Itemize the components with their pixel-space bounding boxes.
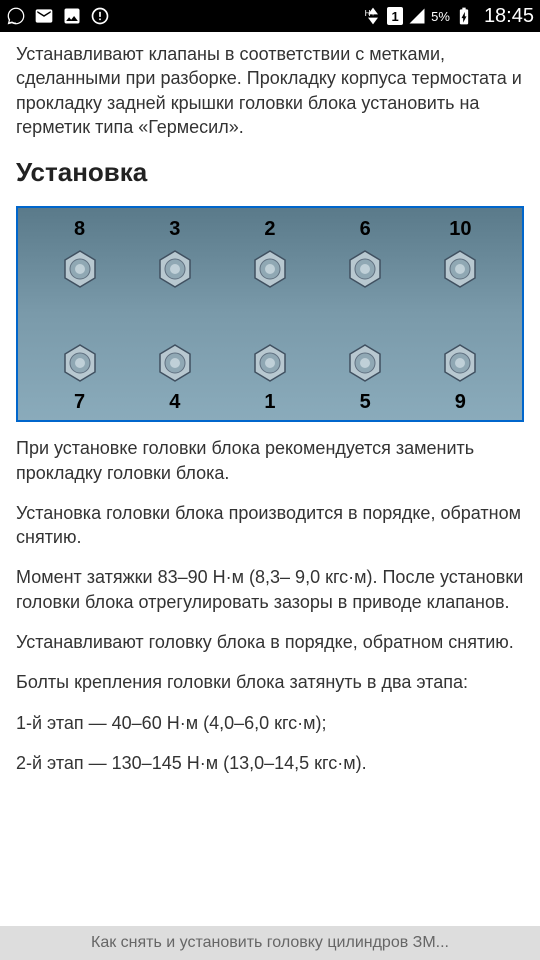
bolt-5: 5: [330, 343, 400, 416]
bolt-hex-icon: [60, 249, 100, 289]
battery-percent: 5%: [431, 9, 450, 24]
status-bar: H+ 1 5% 18:45: [0, 0, 540, 32]
mail-icon: [34, 6, 54, 26]
image-icon: [62, 6, 82, 26]
sync-icon: [90, 6, 110, 26]
bolt-row-top: 8 3 2 6 10: [22, 216, 518, 289]
bolt-hex-icon: [250, 249, 290, 289]
bolt-label: 10: [449, 216, 471, 243]
bolt-2: 2: [235, 216, 305, 289]
sim-number: 1: [392, 9, 399, 24]
bolt-hex-icon: [345, 249, 385, 289]
bolt-diagram: 8 3 2 6 10 7 4 1 5 9: [16, 206, 524, 422]
bolt-hex-icon: [60, 343, 100, 383]
status-left-icons: [6, 6, 110, 26]
paragraph: 2-й этап — 130–145 Н·м (13,0–14,5 кгс·м)…: [16, 751, 524, 775]
bolt-label: 6: [360, 216, 371, 243]
sim-icon: 1: [387, 7, 403, 25]
bolt-label: 1: [264, 389, 275, 416]
bolt-6: 6: [330, 216, 400, 289]
bolt-label: 4: [169, 389, 180, 416]
bolt-row-bottom: 7 4 1 5 9: [22, 343, 518, 416]
footer-title-text: Как снять и установить головку цилиндров…: [91, 934, 449, 952]
whatsapp-icon: [6, 6, 26, 26]
clock-time: 18:45: [484, 5, 534, 28]
bolt-7: 7: [45, 343, 115, 416]
bolt-hex-icon: [155, 249, 195, 289]
bolt-hex-icon: [345, 343, 385, 383]
bolt-hex-icon: [440, 249, 480, 289]
paragraph: При установке головки блока рекомендуетс…: [16, 436, 524, 485]
paragraph: 1-й этап — 40–60 Н·м (4,0–6,0 кгс·м);: [16, 711, 524, 735]
bolt-hex-icon: [155, 343, 195, 383]
bolt-4: 4: [140, 343, 210, 416]
footer-title-bar[interactable]: Как снять и установить головку цилиндров…: [0, 926, 540, 960]
bolt-hex-icon: [250, 343, 290, 383]
bolt-label: 3: [169, 216, 180, 243]
bolt-label: 8: [74, 216, 85, 243]
paragraph: Момент затяжки 83–90 Н·м (8,3– 9,0 кгс·м…: [16, 565, 524, 614]
bolt-10: 10: [425, 216, 495, 289]
paragraph: Установка головки блока производится в п…: [16, 501, 524, 550]
paragraph: Устанавливают головку блока в порядке, о…: [16, 630, 524, 654]
bolt-1: 1: [235, 343, 305, 416]
status-right-icons: H+ 1 5% 18:45: [363, 5, 534, 28]
signal-icon: [407, 6, 427, 26]
bolt-label: 5: [360, 389, 371, 416]
paragraph: Болты крепления головки блока затянуть в…: [16, 670, 524, 694]
section-heading: Установка: [16, 155, 524, 190]
bolt-8: 8: [45, 216, 115, 289]
bolt-label: 7: [74, 389, 85, 416]
article-content[interactable]: Устанавливают клапаны в соответствии с м…: [0, 32, 540, 831]
bolt-9: 9: [425, 343, 495, 416]
bolt-label: 2: [264, 216, 275, 243]
network-type-icon: H+: [363, 6, 383, 26]
diagram-inner: 8 3 2 6 10 7 4 1 5 9: [22, 216, 518, 416]
paragraph-intro: Устанавливают клапаны в соответствии с м…: [16, 42, 524, 139]
bolt-label: 9: [455, 389, 466, 416]
bolt-3: 3: [140, 216, 210, 289]
battery-charging-icon: [454, 6, 474, 26]
bolt-hex-icon: [440, 343, 480, 383]
